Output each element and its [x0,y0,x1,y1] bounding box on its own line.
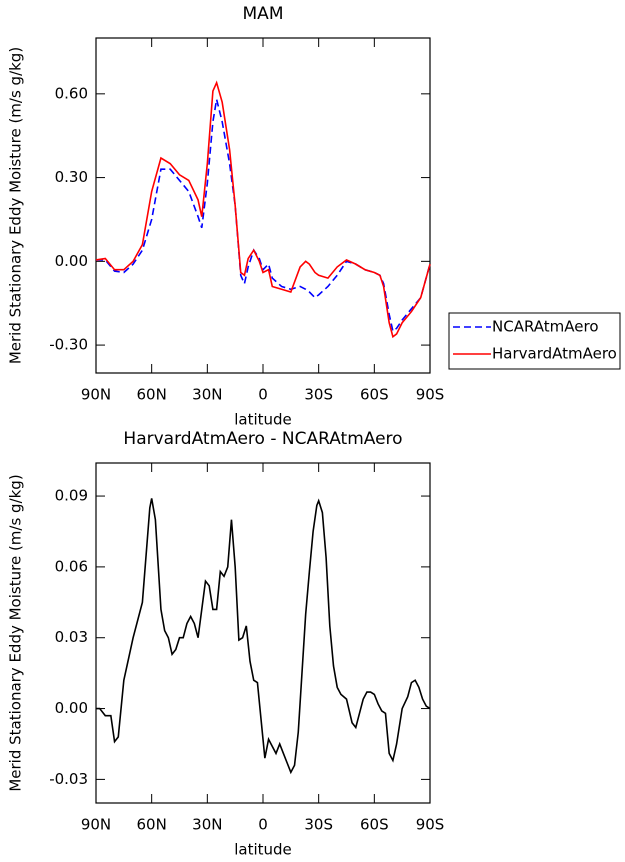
x-tick-label: 60N [137,386,167,404]
x-axis-label: latitude [234,841,292,859]
x-tick-label: 30S [304,816,333,834]
y-tick-label: 0.06 [55,557,88,575]
x-tick-label: 90S [416,816,445,834]
x-tick-label: 0 [258,816,268,834]
legend-label: NCARAtmAero [492,318,599,336]
x-tick-label: 30S [304,386,333,404]
y-tick-label: 0.00 [55,699,88,717]
y-tick-label: 0.09 [55,487,88,505]
plot-frame [95,37,431,374]
x-tick-label: 90N [81,816,111,834]
x-tick-label: 60S [360,816,389,834]
x-tick-label: 0 [258,386,268,404]
legend-label: HarvardAtmAero [492,345,617,363]
chart-title: MAM [243,4,284,24]
x-axis-label: latitude [234,411,292,429]
x-tick-label: 90S [416,386,445,404]
data-line [96,99,431,333]
x-tick-label: 60S [360,386,389,404]
y-axis-label: Merid Stationary Eddy Moisture (m/s g/kg… [7,47,25,364]
y-tick-label: 0.60 [55,84,88,102]
x-tick-label: 30N [192,816,222,834]
y-tick-label: -0.03 [49,770,88,788]
y-tick-label: 0.30 [55,168,88,186]
y-tick-label: -0.30 [49,336,88,354]
data-line [96,498,431,775]
plot-frame [95,462,431,804]
chart-title: HarvardAtmAero - NCARAtmAero [123,429,402,449]
data-line [95,80,431,339]
y-tick-label: 0.03 [55,628,88,646]
y-tick-label: 0.00 [55,252,88,270]
legend-box [448,312,621,370]
y-axis-label: Merid Stationary Eddy Moisture (m/s g/kg… [7,474,25,791]
x-tick-label: 60N [137,816,167,834]
x-tick-label: 90N [81,386,111,404]
x-tick-label: 30N [192,386,222,404]
